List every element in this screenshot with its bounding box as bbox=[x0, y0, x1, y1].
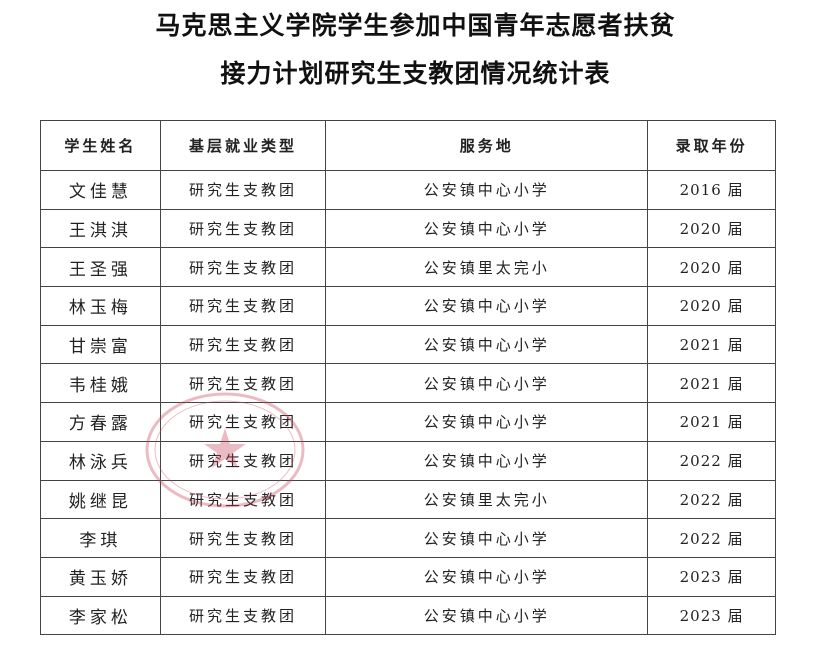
cell-employment-type: 研究生支教团 bbox=[159, 208, 327, 249]
cell-admission-year: 2022 届 bbox=[647, 479, 776, 520]
cell-employment-type: 研究生支教团 bbox=[159, 363, 327, 404]
cell-admission-year: 2016 届 bbox=[647, 170, 776, 210]
header-year: 录取年份 bbox=[647, 120, 776, 171]
cell-service-place: 公安镇中心小学 bbox=[325, 208, 649, 249]
cell-service-place: 公安镇中心小学 bbox=[325, 363, 649, 404]
cell-service-place: 公安镇中心小学 bbox=[325, 286, 649, 326]
header-type: 基层就业类型 bbox=[159, 120, 327, 171]
table-row: 文佳慧 研究生支教团 公安镇中心小学 2016 届 bbox=[40, 170, 776, 210]
header-place: 服务地 bbox=[325, 120, 649, 171]
cell-student-name: 林泳兵 bbox=[40, 440, 161, 481]
cell-student-name: 李琪 bbox=[40, 518, 161, 558]
table-row: 林泳兵 研究生支教团 公安镇中心小学 2022 届 bbox=[40, 440, 776, 481]
cell-admission-year: 2022 届 bbox=[647, 518, 776, 558]
cell-student-name: 王淇淇 bbox=[40, 208, 161, 249]
cell-service-place: 公安镇中心小学 bbox=[325, 440, 649, 481]
cell-admission-year: 2023 届 bbox=[647, 595, 776, 636]
table-row: 方春露 研究生支教团 公安镇中心小学 2021 届 bbox=[40, 402, 776, 442]
cell-employment-type: 研究生支教团 bbox=[159, 324, 327, 365]
cell-student-name: 甘崇富 bbox=[40, 324, 161, 365]
cell-student-name: 文佳慧 bbox=[40, 170, 161, 210]
cell-employment-type: 研究生支教团 bbox=[159, 479, 327, 520]
table-row: 王淇淇 研究生支教团 公安镇中心小学 2020 届 bbox=[40, 208, 776, 249]
cell-service-place: 公安镇中心小学 bbox=[325, 518, 649, 558]
cell-employment-type: 研究生支教团 bbox=[159, 247, 327, 288]
cell-employment-type: 研究生支教团 bbox=[159, 402, 327, 442]
cell-admission-year: 2021 届 bbox=[647, 363, 776, 404]
cell-student-name: 王圣强 bbox=[40, 247, 161, 288]
cell-admission-year: 2023 届 bbox=[647, 556, 776, 597]
document-title-line-2: 接力计划研究生支教团情况统计表 bbox=[220, 59, 611, 88]
cell-admission-year: 2020 届 bbox=[647, 286, 776, 326]
cell-admission-year: 2020 届 bbox=[647, 208, 776, 249]
table-row: 黄玉娇 研究生支教团 公安镇中心小学 2023 届 bbox=[40, 556, 776, 597]
cell-admission-year: 2020 届 bbox=[647, 247, 776, 288]
table-row: 韦桂娥 研究生支教团 公安镇中心小学 2021 届 bbox=[40, 363, 776, 404]
cell-service-place: 公安镇中心小学 bbox=[325, 402, 649, 442]
statistics-table: 学生姓名 基层就业类型 服务地 录取年份 文佳慧 研究生支教团 公安镇中心小学 201… bbox=[40, 120, 776, 636]
cell-employment-type: 研究生支教团 bbox=[159, 170, 327, 210]
cell-employment-type: 研究生支教团 bbox=[159, 518, 327, 558]
cell-student-name: 姚继昆 bbox=[40, 479, 161, 520]
cell-employment-type: 研究生支教团 bbox=[159, 556, 327, 597]
table-row: 李琪 研究生支教团 公安镇中心小学 2022 届 bbox=[40, 518, 776, 558]
cell-student-name: 李家松 bbox=[40, 595, 161, 636]
cell-admission-year: 2022 届 bbox=[647, 440, 776, 481]
cell-student-name: 黄玉娇 bbox=[40, 556, 161, 597]
table-row: 李家松 研究生支教团 公安镇中心小学 2023 届 bbox=[40, 595, 776, 636]
cell-service-place: 公安镇里太完小 bbox=[325, 479, 649, 520]
cell-service-place: 公安镇中心小学 bbox=[325, 556, 649, 597]
cell-employment-type: 研究生支教团 bbox=[159, 595, 327, 636]
cell-admission-year: 2021 届 bbox=[647, 402, 776, 442]
cell-student-name: 林玉梅 bbox=[40, 286, 161, 326]
table-header-row: 学生姓名 基层就业类型 服务地 录取年份 bbox=[40, 120, 776, 171]
cell-admission-year: 2021 届 bbox=[647, 324, 776, 365]
cell-service-place: 公安镇里太完小 bbox=[325, 247, 649, 288]
cell-service-place: 公安镇中心小学 bbox=[325, 324, 649, 365]
cell-student-name: 韦桂娥 bbox=[40, 363, 161, 404]
cell-service-place: 公安镇中心小学 bbox=[325, 595, 649, 636]
cell-employment-type: 研究生支教团 bbox=[159, 286, 327, 326]
table-row: 姚继昆 研究生支教团 公安镇里太完小 2022 届 bbox=[40, 479, 776, 520]
header-name: 学生姓名 bbox=[40, 120, 161, 171]
table-row: 甘崇富 研究生支教团 公安镇中心小学 2021 届 bbox=[40, 324, 776, 365]
cell-service-place: 公安镇中心小学 bbox=[325, 170, 649, 210]
cell-student-name: 方春露 bbox=[40, 402, 161, 442]
table-row: 林玉梅 研究生支教团 公安镇中心小学 2020 届 bbox=[40, 286, 776, 326]
table-row: 王圣强 研究生支教团 公安镇里太完小 2020 届 bbox=[40, 247, 776, 288]
document-title-line-1: 马克思主义学院学生参加中国青年志愿者扶贫 bbox=[155, 11, 676, 40]
cell-employment-type: 研究生支教团 bbox=[159, 440, 327, 481]
